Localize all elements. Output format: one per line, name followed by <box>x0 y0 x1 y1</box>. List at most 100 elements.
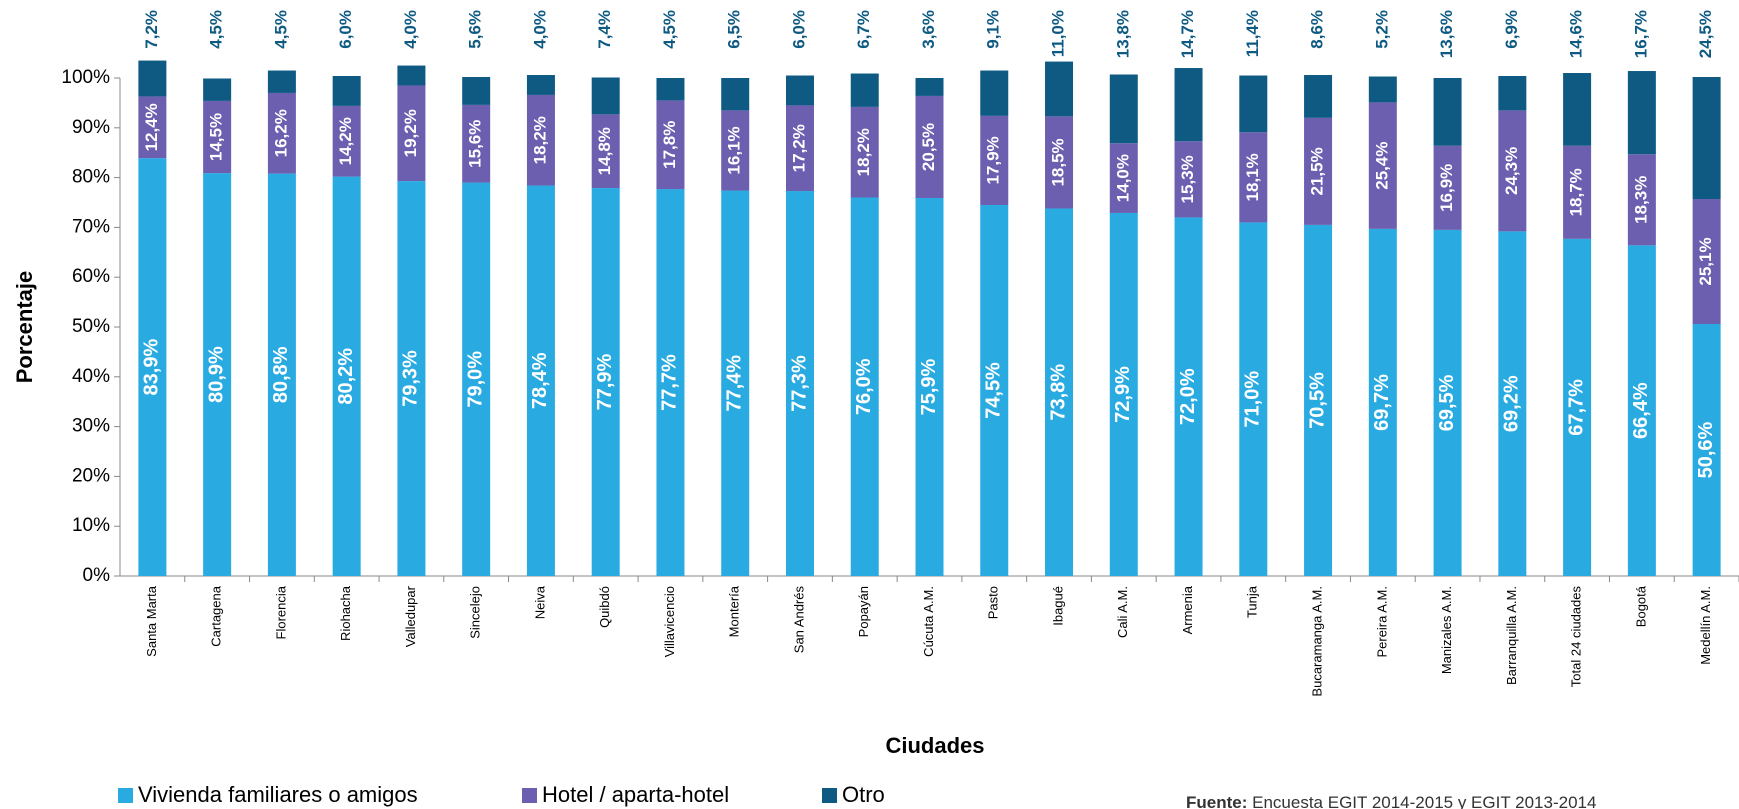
bar-segment <box>332 176 361 576</box>
x-tick-label: Tunja <box>1245 585 1260 618</box>
bar-segment <box>1692 77 1721 200</box>
bar-segment <box>656 100 685 190</box>
bar-segment <box>1433 145 1462 230</box>
value-label: 4,0% <box>530 10 549 49</box>
bar-segment <box>1563 238 1592 576</box>
value-label: 14,5% <box>207 113 226 161</box>
legend-swatch <box>118 788 133 803</box>
x-tick-label: Cartagena <box>209 585 224 646</box>
value-label: 75,9% <box>918 358 940 415</box>
bar-segment <box>1304 75 1333 118</box>
bar-segment <box>1692 324 1721 576</box>
bar-segment <box>785 191 814 576</box>
value-label: 19,2% <box>401 109 420 157</box>
value-label: 18,2% <box>854 128 873 176</box>
y-tick-label: 20% <box>72 465 110 486</box>
value-label: 18,3% <box>1631 176 1650 224</box>
source-text: Encuesta EGIT 2014-2015 y EGIT 2013-2014 <box>1252 793 1596 809</box>
bar-segment <box>462 104 491 183</box>
value-label: 24,3% <box>1502 147 1521 195</box>
value-label: 17,2% <box>789 124 808 172</box>
bar-segment <box>1498 110 1527 232</box>
value-label: 7,2% <box>142 10 161 49</box>
x-tick-label: Medellín A.M. <box>1698 586 1713 665</box>
value-label: 5,6% <box>466 10 485 49</box>
bar-segment <box>656 78 685 101</box>
bar-segment <box>1627 154 1656 246</box>
value-label: 4,0% <box>401 10 420 49</box>
value-label: 7,4% <box>595 10 614 49</box>
bar-segment <box>721 78 750 111</box>
bar-segment <box>591 188 620 577</box>
bar-segment <box>397 181 426 576</box>
bar-segment <box>1174 141 1203 218</box>
x-tick-label: Sincelejo <box>468 586 483 639</box>
value-label: 16,9% <box>1437 164 1456 212</box>
value-label: 18,2% <box>530 116 549 164</box>
bar-segment <box>1239 132 1268 223</box>
bar-segment <box>1045 61 1074 117</box>
value-label: 6,0% <box>789 10 808 49</box>
x-tick-label: Cali A.M. <box>1115 586 1130 638</box>
bar-segment <box>721 110 750 191</box>
value-label: 16,1% <box>725 126 744 174</box>
bar-segment <box>980 204 1009 577</box>
value-label: 6,0% <box>336 10 355 49</box>
value-label: 6,9% <box>1502 10 1521 49</box>
value-label: 74,5% <box>983 362 1005 419</box>
value-label: 3,6% <box>919 10 938 49</box>
bar-segment <box>1692 199 1721 325</box>
bar-segment <box>332 105 361 177</box>
bar-segment <box>1239 222 1268 577</box>
value-label: 8,6% <box>1308 10 1327 49</box>
x-tick-label: Bucaramanga A.M. <box>1309 586 1324 697</box>
value-label: 6,5% <box>725 10 744 49</box>
bar-segment <box>1433 229 1462 576</box>
bar-segment <box>1563 73 1592 146</box>
bar-segment <box>138 96 167 159</box>
value-label: 15,6% <box>466 120 485 168</box>
bar-segment <box>1627 245 1656 576</box>
legend-label: Otro <box>842 782 885 807</box>
bar-segment <box>915 78 944 96</box>
x-tick-label: Pereira A.M. <box>1374 586 1389 658</box>
y-tick-label: 90% <box>72 117 110 138</box>
bar-segment <box>1563 145 1592 239</box>
value-label: 15,3% <box>1178 155 1197 203</box>
value-label: 77,9% <box>594 353 616 410</box>
value-label: 21,5% <box>1308 147 1327 195</box>
x-tick-label: Total 24 ciudades <box>1569 586 1584 688</box>
value-label: 66,4% <box>1630 382 1652 439</box>
value-label: 4,5% <box>271 10 290 49</box>
y-axis-title: Porcentaje <box>12 271 37 384</box>
value-label: 77,7% <box>659 354 681 411</box>
x-tick-label: Ibagué <box>1050 586 1065 626</box>
value-label: 16,2% <box>271 109 290 157</box>
bar-segment <box>850 73 879 107</box>
x-tick-label: Santa Marta <box>144 585 159 657</box>
bar-segment <box>1045 208 1074 576</box>
value-label: 79,0% <box>464 351 486 408</box>
x-tick-label: Valledupar <box>403 585 418 647</box>
bar-segment <box>462 77 491 105</box>
value-label: 4,5% <box>660 10 679 49</box>
bar-segment <box>526 94 555 186</box>
bar-segment <box>1498 76 1527 111</box>
bar-segment <box>397 65 426 86</box>
value-label: 67,7% <box>1565 379 1587 436</box>
x-tick-label: Quibdó <box>597 586 612 628</box>
bar-segment <box>915 95 944 199</box>
bar-segment <box>721 190 750 576</box>
bar-segment <box>1304 224 1333 576</box>
bar-segment <box>1174 217 1203 576</box>
y-tick-label: 60% <box>72 266 110 287</box>
bar-segment <box>1368 228 1397 577</box>
bar-segment <box>980 70 1009 116</box>
value-label: 80,9% <box>205 346 227 403</box>
value-label: 18,5% <box>1049 138 1068 186</box>
value-label: 50,6% <box>1695 421 1717 478</box>
bar-segment <box>850 106 879 198</box>
y-tick-label: 0% <box>83 565 111 586</box>
value-label: 13,8% <box>1113 10 1132 58</box>
